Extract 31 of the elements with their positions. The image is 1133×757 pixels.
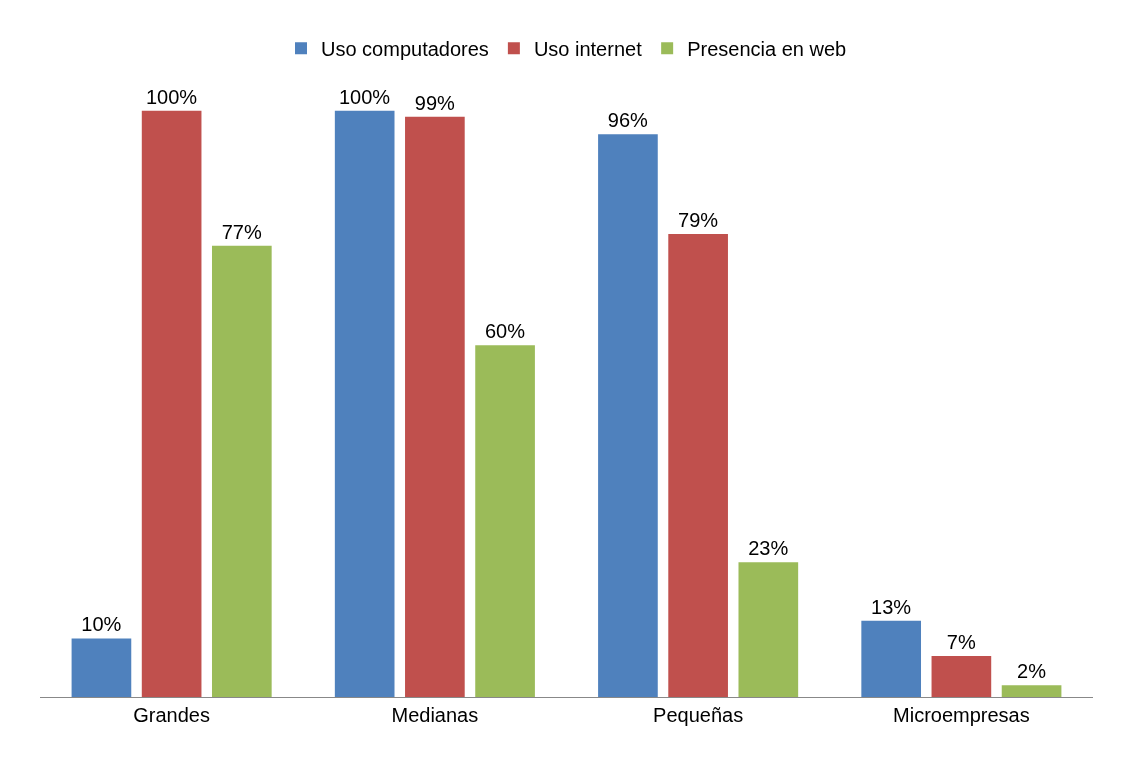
legend-label: Presencia en web [687, 37, 847, 60]
x-tick-label: Pequeñas [653, 704, 744, 726]
x-tick-label: Microempresas [893, 704, 1030, 726]
bar [334, 110, 395, 697]
data-label: 96% [607, 109, 649, 132]
data-label: 100% [338, 85, 391, 108]
data-label: 60% [484, 320, 526, 343]
data-label: 99% [414, 91, 455, 114]
legend-label: Uso internet [533, 37, 643, 60]
data-label: 77% [221, 220, 262, 243]
bar [598, 134, 658, 697]
bar [738, 562, 799, 697]
bar [475, 345, 535, 697]
data-label: 100% [145, 85, 198, 108]
x-tick-label: Medianas [391, 704, 479, 726]
bar [931, 655, 992, 697]
bar [861, 620, 922, 697]
legend-label: Uso computadores [321, 37, 489, 60]
bar [405, 116, 465, 697]
bar [71, 638, 132, 697]
x-tick-label: Grandes [133, 704, 210, 726]
data-label: 13% [871, 595, 912, 618]
data-label: 2% [1017, 660, 1047, 683]
data-label: 23% [748, 537, 789, 560]
data-label: 10% [81, 613, 122, 636]
data-label: 7% [946, 630, 976, 653]
bar [211, 245, 272, 697]
bar [668, 233, 728, 697]
bar [141, 110, 202, 697]
data-label: 79% [678, 208, 719, 231]
bar [1001, 685, 1062, 697]
